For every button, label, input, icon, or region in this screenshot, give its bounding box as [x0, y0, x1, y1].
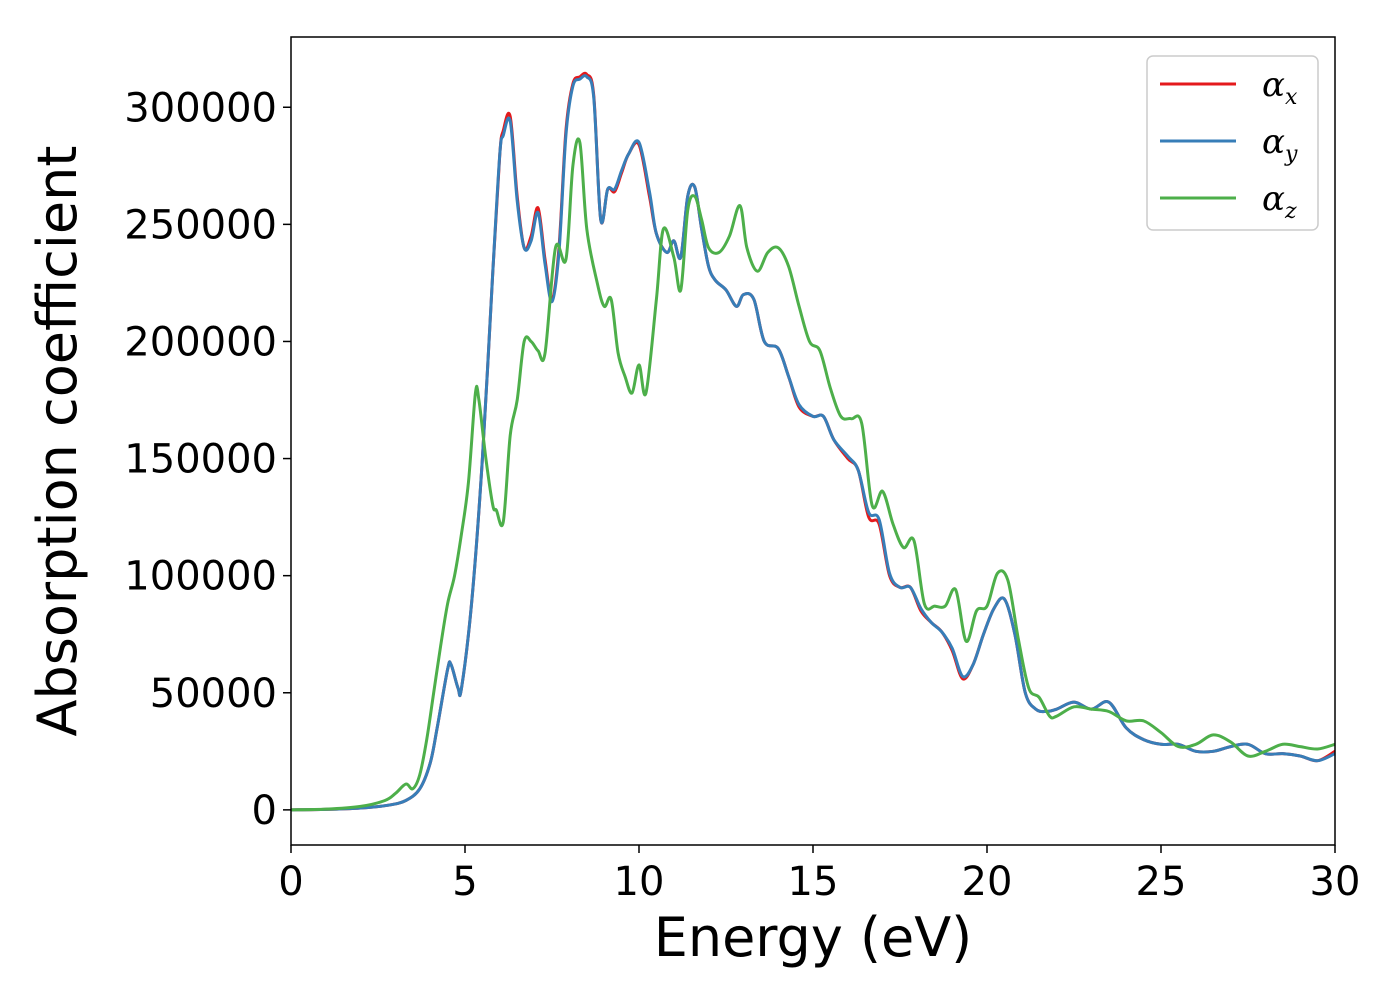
series-line-y — [291, 74, 1335, 812]
y-tick-label: 150000 — [124, 437, 277, 483]
y-tick-label: 0 — [252, 788, 277, 834]
y-tick-label: 300000 — [124, 85, 277, 131]
legend-entries: αx αy αz — [1160, 65, 1298, 224]
y-tick-label: 250000 — [124, 202, 277, 248]
legend-label: αy — [1262, 122, 1298, 167]
series-layer — [291, 71, 1335, 812]
y-tick-label: 100000 — [124, 554, 277, 600]
x-tick-label: 30 — [1310, 859, 1361, 905]
legend-item-x: αx — [1160, 65, 1298, 110]
x-tick-label: 20 — [962, 859, 1013, 905]
x-tick-label: 25 — [1136, 859, 1187, 905]
ticks-layer: 0 5 10 15 20 25 30 0 50000 100000 150000 200000 2500… — [124, 85, 1360, 905]
series-line-z — [291, 137, 1335, 812]
x-tick-label: 15 — [788, 859, 839, 905]
y-axis-title: Absorption coefficient — [26, 146, 89, 737]
x-tick-label: 10 — [614, 859, 665, 905]
x-tick-label: 5 — [452, 859, 477, 905]
legend-label: αz — [1262, 179, 1297, 224]
plot-frame — [290, 36, 1336, 846]
y-tick-label: 50000 — [150, 671, 277, 717]
x-tick-label: 0 — [278, 859, 303, 905]
y-tick-label: 200000 — [124, 319, 277, 365]
legend-item-y: αy — [1160, 122, 1298, 167]
x-axis-title: Energy (eV) — [654, 906, 973, 969]
legend-item-z: αz — [1160, 179, 1297, 224]
legend: αx αy αz — [1146, 55, 1319, 231]
legend-label: αx — [1262, 65, 1298, 110]
legend-box — [1146, 55, 1319, 231]
